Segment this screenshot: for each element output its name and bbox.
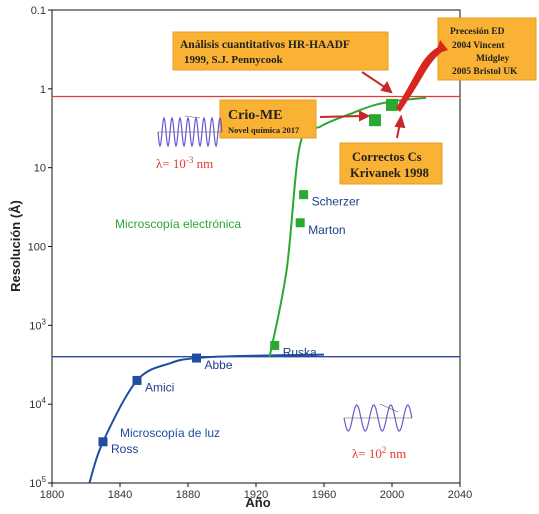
arrowhead-crio [359,110,371,122]
data-point-label: Ross [111,442,138,456]
data-point-marker [295,218,305,228]
lambda-light: λ= 102 nm [352,445,406,461]
precesion-box [437,17,537,81]
lambda-electron: λ= 10-3 nm [156,155,213,171]
light-wave-pointer [379,403,399,413]
precesion-line2: 2004 Vincent [452,41,505,51]
data-point-marker [98,437,108,447]
haadf-line1: Análisis cuantitativos HR-HAADF [180,39,350,51]
x-tick-label: 1800 [40,489,64,501]
crio-subtitle: Novel química 2017 [228,125,300,135]
data-point-marker [299,190,309,200]
y-tick-label: 1 [40,84,46,96]
data-point-marker [369,114,381,127]
x-tick-label: 1880 [176,489,200,501]
wave-inset-light: λ= 102 nm [343,403,413,461]
data-point-marker [270,340,280,350]
series-label-electron: Microscopía electrónica [115,217,241,231]
electron-wave-pointer [184,115,201,119]
precesion-arrow [396,46,442,112]
arrow-haadf [361,71,387,89]
y-tick-label: 105 [29,475,46,490]
y-tick-label: 10 [34,163,46,175]
crio-box [219,99,317,139]
series-label-light: Microscopía de luz [120,426,220,440]
x-tick-label: 1960 [312,489,336,501]
light-microscopy-curve [88,353,325,484]
haadf-box [172,31,389,71]
data-point-label: Amici [145,380,174,394]
data-points: Ross Amici Abbe Ruska Marton Scherzer [98,98,398,456]
cs-line2: Krivanek 1998 [350,166,429,180]
x-axis-title: Año [245,495,270,510]
data-point-label: Marton [308,223,345,237]
x-tick-label: 2000 [380,489,404,501]
plot-frame [51,9,461,484]
cs-line1: Correctos Cs [352,150,422,164]
x-tick-label: 1840 [108,489,132,501]
precesion-annotation: Precesión ED 2004 Vincent Midgley 2005 B… [437,17,537,81]
crio-title: Crio-ME [228,108,282,123]
y-tick-label: 100 [28,242,46,254]
data-point-label: Abbe [205,358,233,372]
data-point-marker [132,375,142,385]
annotation-arrows [319,71,406,139]
x-tick-label: 1920 [244,489,268,501]
crio-annotation: Crio-ME Novel química 2017 [219,99,317,139]
arrowhead-cs [394,114,406,129]
data-point-marker [192,353,201,363]
y-axis-title: Resolución (Å) [8,200,23,292]
data-point-label: Scherzer [312,195,360,209]
y-tick-label: 104 [29,396,46,411]
wave-inset-electron: λ= 10-3 nm [156,115,223,171]
arrowhead-haadf [380,80,393,94]
x-tick-label: 2040 [448,489,472,501]
data-point-label: Ruska [283,345,317,359]
data-point-marker [386,98,398,111]
precesion-line4: 2005 Bristol UK [452,67,518,77]
y-axis-ticks: 0.1 1 10 100 103 104 105 [28,5,52,490]
haadf-annotation: Análisis cuantitativos HR-HAADF 1999, S.… [172,31,389,71]
cs-box [339,142,443,185]
y-tick-label: 0.1 [31,5,46,17]
arrow-crio [319,115,363,118]
precesion-line1: Precesión ED [450,27,505,37]
y-tick-label: 103 [29,317,46,332]
precesion-arrowhead [436,40,448,54]
haadf-line2: 1999, S.J. Pennycook [184,54,284,66]
x-axis-ticks: 1800 1840 1880 1920 1960 2000 2040 [40,483,472,501]
precesion-line3: Midgley [476,54,509,64]
reference-lines [52,95,460,358]
cs-annotation: Correctos Cs Krivanek 1998 [339,142,443,185]
